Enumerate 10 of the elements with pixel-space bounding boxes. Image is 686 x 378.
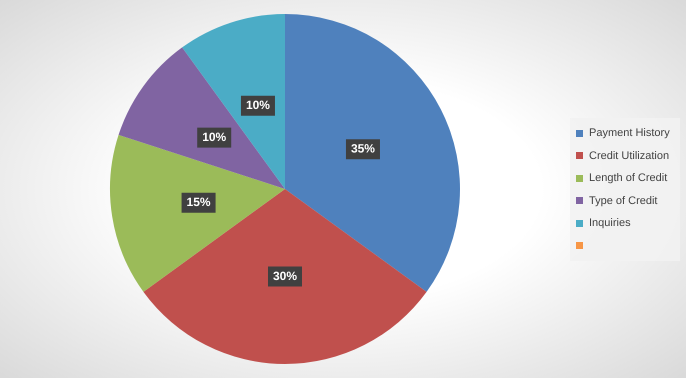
legend-label: Length of Credit xyxy=(589,172,668,184)
data-label: 30% xyxy=(272,268,298,283)
legend-label: Payment History xyxy=(589,127,670,140)
data-label: 15% xyxy=(186,195,211,209)
legend-label: Type of Credit xyxy=(589,194,658,207)
data-label: 10% xyxy=(202,130,227,144)
data-label: 35% xyxy=(350,142,376,156)
legend-label: Inquiries xyxy=(589,217,631,230)
legend-label: Credit Utilization xyxy=(589,150,670,162)
data-label: 10% xyxy=(246,98,270,112)
